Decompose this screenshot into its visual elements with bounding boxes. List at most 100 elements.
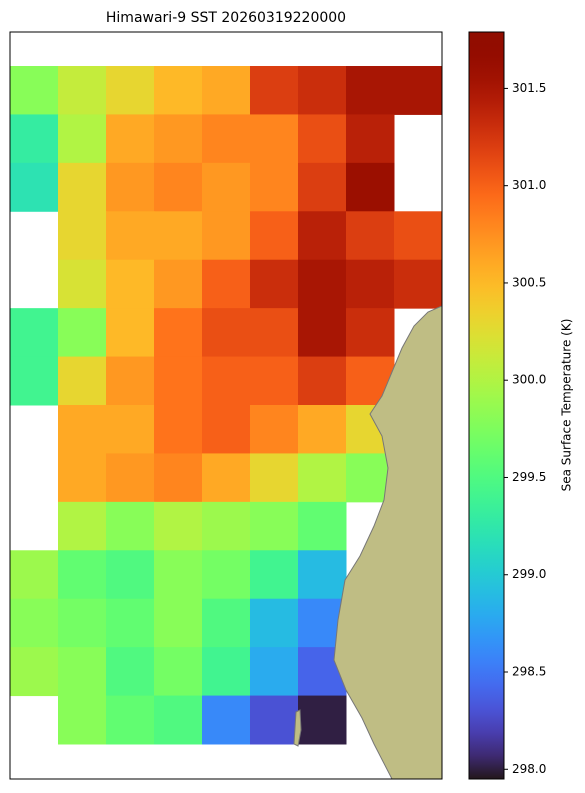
chart-title: Himawari-9 SST 20260319220000 bbox=[106, 10, 346, 26]
sst-cell bbox=[202, 259, 251, 309]
sst-cell bbox=[58, 453, 107, 503]
axes-frame bbox=[9, 31, 443, 780]
sst-cell bbox=[394, 211, 442, 261]
sst-cell bbox=[346, 66, 395, 115]
sst-cell bbox=[250, 114, 299, 164]
sst-cell bbox=[106, 695, 155, 745]
sst-cell bbox=[106, 550, 155, 600]
sst-cell bbox=[250, 453, 299, 503]
sst-cell bbox=[154, 66, 203, 115]
sst-cell bbox=[154, 211, 203, 261]
sst-field bbox=[10, 66, 442, 745]
sst-cell bbox=[154, 162, 203, 212]
sst-cell bbox=[250, 598, 299, 648]
sst-cell bbox=[202, 162, 251, 212]
sst-cell bbox=[298, 114, 347, 164]
sst-cell bbox=[10, 550, 59, 600]
sst-cell bbox=[58, 356, 107, 406]
sst-cell bbox=[58, 114, 107, 164]
sst-cell bbox=[250, 66, 299, 115]
sst-cell bbox=[10, 356, 59, 406]
colorbar-tick-label: 298.5 bbox=[512, 665, 546, 679]
sst-cell bbox=[106, 501, 155, 551]
sst-cell bbox=[106, 356, 155, 406]
sst-cell bbox=[298, 211, 347, 261]
sst-cell bbox=[58, 162, 107, 212]
sst-cell bbox=[58, 211, 107, 261]
sst-cell bbox=[58, 66, 107, 115]
sst-cell bbox=[346, 211, 395, 261]
sst-cell bbox=[106, 453, 155, 503]
sst-cell bbox=[58, 647, 107, 697]
sst-cell bbox=[298, 66, 347, 115]
sst-cell bbox=[202, 647, 251, 697]
sst-cell bbox=[154, 598, 203, 648]
sst-cell bbox=[202, 501, 251, 551]
colorbar-tick-label: 301.0 bbox=[512, 178, 546, 192]
colorbar-tick-label: 300.0 bbox=[512, 373, 546, 387]
colorbar-tick-label: 300.5 bbox=[512, 275, 546, 289]
sst-cell bbox=[298, 501, 347, 551]
colorbar-tick-label: 299.0 bbox=[512, 567, 546, 581]
sst-cell bbox=[154, 550, 203, 600]
sst-cell bbox=[202, 356, 251, 406]
sst-cell bbox=[58, 501, 107, 551]
sst-cell bbox=[346, 114, 395, 164]
sst-cell bbox=[154, 114, 203, 164]
sst-cell bbox=[298, 356, 347, 406]
sst-cell bbox=[58, 308, 107, 358]
sst-cell bbox=[202, 308, 251, 358]
sst-cell bbox=[154, 453, 203, 503]
sst-cell bbox=[298, 162, 347, 212]
sst-cell bbox=[10, 598, 59, 648]
sst-cell bbox=[154, 356, 203, 406]
sst-cell bbox=[202, 114, 251, 164]
sst-cell bbox=[106, 66, 155, 115]
sst-cell bbox=[106, 598, 155, 648]
sst-cell bbox=[10, 114, 59, 164]
sst-cell bbox=[250, 695, 299, 745]
sst-cell bbox=[250, 356, 299, 406]
sst-cell bbox=[106, 405, 155, 454]
land bbox=[293, 305, 442, 779]
sst-cell bbox=[298, 695, 347, 745]
colorbar-label: Sea Surface Temperature (K) bbox=[560, 319, 574, 492]
sst-cell bbox=[202, 211, 251, 261]
sst-cell bbox=[154, 647, 203, 697]
sst-cell bbox=[298, 405, 347, 454]
island bbox=[293, 709, 302, 747]
sst-cell bbox=[202, 453, 251, 503]
sst-cell bbox=[106, 647, 155, 697]
colorbar-tick-label: 298.0 bbox=[512, 762, 546, 776]
sst-cell bbox=[10, 647, 59, 697]
sst-cell bbox=[346, 308, 395, 358]
sst-cell bbox=[202, 66, 251, 115]
sst-cell bbox=[106, 114, 155, 164]
sst-cell bbox=[10, 162, 59, 212]
colorbar bbox=[468, 31, 505, 780]
sst-cell bbox=[58, 550, 107, 600]
sst-cell bbox=[106, 211, 155, 261]
sst-cell bbox=[202, 695, 251, 745]
sst-cell bbox=[250, 647, 299, 697]
sst-cell bbox=[250, 162, 299, 212]
sst-cell bbox=[250, 308, 299, 358]
sst-cell bbox=[250, 550, 299, 600]
sst-cell bbox=[106, 162, 155, 212]
sst-cell bbox=[106, 308, 155, 358]
sst-cell bbox=[58, 598, 107, 648]
sst-cell bbox=[106, 259, 155, 309]
sst-cell bbox=[202, 598, 251, 648]
colorbar-tick-label: 299.5 bbox=[512, 470, 546, 484]
sst-cell bbox=[154, 695, 203, 745]
sst-cell bbox=[10, 308, 59, 358]
sst-cell bbox=[250, 211, 299, 261]
sst-cell bbox=[58, 259, 107, 309]
sst-cell bbox=[298, 453, 347, 503]
sst-cell bbox=[394, 259, 442, 309]
sst-cell bbox=[202, 405, 251, 454]
sst-cell bbox=[346, 259, 395, 309]
sst-cell bbox=[58, 695, 107, 745]
sst-cell bbox=[298, 550, 347, 600]
